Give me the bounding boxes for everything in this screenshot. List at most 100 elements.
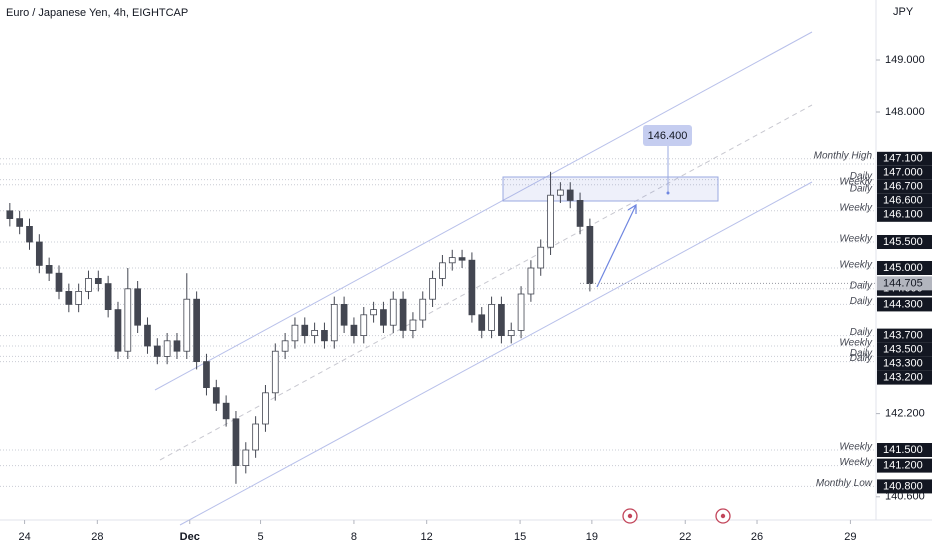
x-tick-label: 24 [18, 531, 30, 543]
candle-body [262, 392, 269, 425]
channel-lower [179, 181, 813, 526]
level-box [877, 370, 932, 385]
candle-body [389, 298, 397, 326]
level-note: Daily [850, 280, 873, 291]
candle-body [350, 324, 358, 337]
candle-body [281, 340, 289, 352]
candle-body [586, 226, 594, 285]
level-label: 141.500 [883, 444, 923, 456]
candle-body [26, 226, 33, 243]
candle-body [468, 259, 476, 316]
candle-body [183, 298, 191, 352]
level-box [877, 342, 932, 357]
level-box [877, 235, 932, 250]
candle-body [458, 257, 466, 261]
candle-body [527, 267, 535, 295]
level-note: Weekly [839, 457, 873, 468]
candle-body [370, 309, 377, 316]
level-box [877, 328, 932, 343]
candle-body [134, 288, 141, 326]
x-tick-label: 26 [751, 531, 763, 543]
candle-body [439, 262, 446, 279]
candle-body [566, 189, 574, 201]
y-tick-label: 149.000 [885, 54, 925, 66]
candle-body [576, 200, 584, 227]
candle-body [16, 218, 24, 227]
level-label: 141.200 [883, 460, 923, 472]
x-tick-label: 5 [257, 531, 263, 543]
candle-body [55, 272, 63, 292]
level-label: 146.700 [883, 181, 923, 193]
level-label: 146.600 [883, 195, 923, 207]
candle-body [104, 283, 112, 311]
level-note: Daily [850, 348, 873, 359]
candle-body [537, 246, 545, 269]
y-tick-label: 142.200 [885, 408, 925, 420]
level-note: Weekly [839, 202, 873, 213]
level-box [877, 207, 932, 222]
candle-body [547, 194, 554, 248]
x-tick-label: Dec [180, 531, 200, 543]
level-box [877, 297, 932, 312]
level-label: 145.500 [883, 236, 923, 248]
candle-body [429, 278, 436, 300]
level-note: Weekly [839, 442, 873, 453]
x-tick-label: 22 [679, 531, 691, 543]
candle-body [557, 189, 564, 196]
candle-body [517, 293, 525, 331]
event-marker-dot [720, 513, 726, 519]
candle-body [271, 350, 279, 394]
level-label: 143.200 [883, 372, 923, 384]
candle-body [45, 265, 53, 274]
candle-body [94, 278, 102, 285]
level-label: 147.000 [883, 167, 923, 179]
level-label: 143.500 [883, 344, 923, 356]
candle-body [124, 288, 132, 352]
callout-label: 146.400 [648, 130, 688, 142]
x-tick-label: 29 [844, 531, 856, 543]
level-label: 140.800 [883, 480, 923, 492]
candle-body [232, 418, 240, 467]
level-note: Weekly [839, 260, 873, 271]
candle-body [144, 324, 151, 347]
arrow-head [627, 203, 637, 214]
currency: JPY [893, 6, 914, 18]
level-box [877, 458, 932, 473]
level-note: Daily [850, 327, 873, 338]
y-tick-label: 140.600 [885, 491, 925, 503]
channel-middle [159, 104, 813, 461]
level-label: 143.300 [883, 358, 923, 370]
chart-title: Euro / Japanese Yen, 4h, EIGHTCAP [6, 7, 188, 19]
zone [502, 176, 719, 202]
candle-body [380, 309, 387, 326]
level-note: Daily [850, 296, 873, 307]
candle-body [203, 361, 210, 389]
candle-body [507, 330, 515, 337]
candles [6, 171, 594, 484]
candle-body [340, 304, 348, 326]
level-box [877, 356, 932, 371]
arrow [596, 204, 637, 288]
candle-body [153, 345, 161, 357]
candle-body [163, 340, 171, 357]
candle-body [399, 298, 407, 331]
candle-body [409, 319, 417, 331]
candle-body [448, 257, 456, 264]
x-tick-label: 8 [351, 531, 357, 543]
level-box [877, 165, 932, 180]
last-price-box [877, 276, 932, 291]
candle-body [212, 387, 220, 404]
level-box [877, 443, 932, 458]
candle-body [114, 309, 122, 352]
candle-body [75, 291, 83, 305]
candle-body [311, 330, 318, 337]
level-label: 143.700 [883, 330, 923, 342]
x-tick-label: 15 [514, 531, 526, 543]
candle-body [478, 314, 486, 331]
level-label: 144.300 [883, 298, 923, 310]
candle-body [222, 402, 230, 420]
candle-body [193, 298, 200, 363]
level-note: Weekly [839, 176, 873, 187]
candle-body [291, 324, 299, 342]
